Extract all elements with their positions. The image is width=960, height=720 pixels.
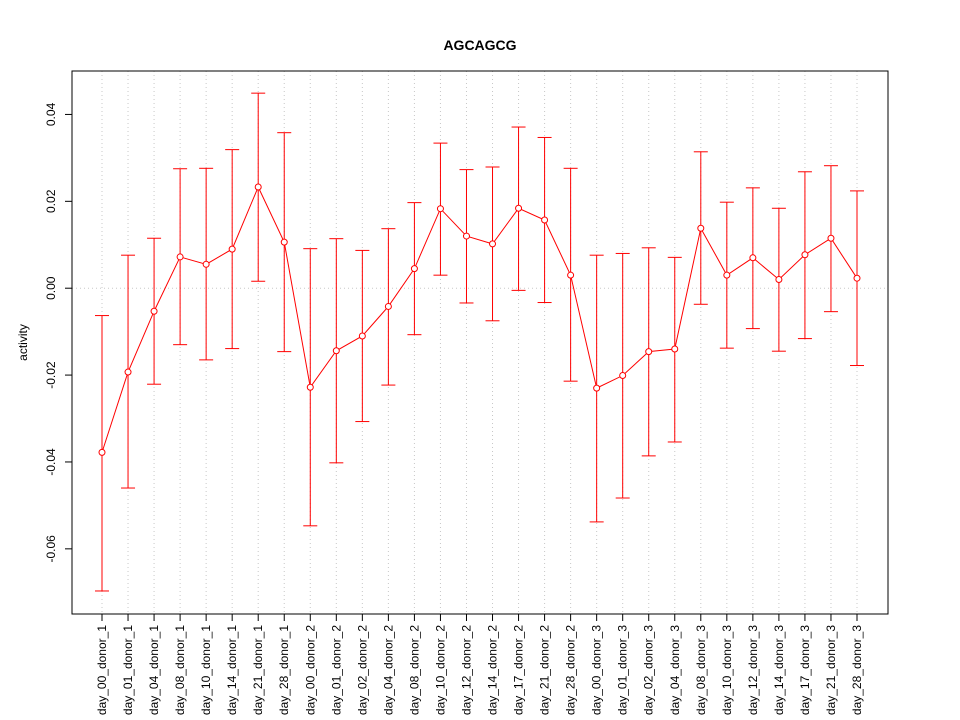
data-point [619, 372, 627, 380]
data-point [749, 254, 757, 262]
data-point [384, 302, 392, 310]
y-tick-label: -0.02 [44, 361, 58, 389]
x-tick-label: day_00_donor_3 [590, 625, 604, 715]
data-point [853, 274, 861, 282]
data-point [489, 240, 497, 248]
x-tick-label: day_28_donor_2 [564, 625, 578, 715]
data-point [436, 205, 444, 213]
data-point [515, 204, 523, 212]
x-tick-label: day_14_donor_3 [772, 625, 786, 715]
data-point [671, 345, 679, 353]
x-tick-label: day_08_donor_1 [173, 625, 187, 715]
y-tick-label: -0.06 [44, 535, 58, 563]
x-tick-label: day_08_donor_3 [694, 625, 708, 715]
x-tick-label: day_04_donor_1 [147, 625, 161, 715]
plot-frame [71, 70, 889, 615]
x-tick-label: day_10_donor_3 [720, 625, 734, 715]
data-point [280, 238, 288, 246]
data-point [306, 383, 314, 391]
x-tick-label: day_12_donor_3 [746, 625, 760, 715]
grid [72, 71, 888, 614]
data-point [410, 265, 418, 273]
data-point [827, 234, 835, 242]
data-point [775, 276, 783, 284]
points [98, 183, 861, 456]
data-point [254, 183, 262, 191]
x-tick-label: day_01_donor_3 [616, 625, 630, 715]
x-tick-label: day_00_donor_2 [303, 625, 317, 715]
y-axis-label: activity [16, 324, 30, 361]
y-tick-label: 0.02 [44, 189, 58, 213]
y-tick-label: -0.04 [44, 448, 58, 476]
y-tick-label: 0.04 [44, 102, 58, 126]
chart-title: AGCAGCG [443, 37, 516, 53]
data-point [697, 224, 705, 232]
y-tick-label: 0.00 [44, 276, 58, 300]
x-tick-label: day_02_donor_2 [355, 625, 369, 715]
y-axis: -0.06 -0.04 -0.02 0.00 0.02 0.04 [44, 102, 72, 563]
data-point [332, 347, 340, 355]
x-tick-label: day_01_donor_1 [121, 625, 135, 715]
x-tick-label: day_21_donor_1 [251, 625, 265, 715]
data-point [124, 368, 132, 376]
x-tick-label: day_14_donor_2 [486, 625, 500, 715]
x-tick-label: day_12_donor_2 [459, 625, 473, 715]
x-axis: day_00_donor_1 day_01_donor_1 day_04_donor… [95, 614, 864, 715]
x-tick-label: day_21_donor_2 [538, 625, 552, 715]
x-tick-label: day_28_donor_1 [277, 625, 291, 715]
data-point [593, 384, 601, 392]
x-tick-label: day_14_donor_1 [225, 625, 239, 715]
data-point [801, 251, 809, 259]
x-tick-label: day_08_donor_2 [407, 625, 421, 715]
data-point [98, 448, 106, 456]
data-point [202, 260, 210, 268]
x-tick-label: day_10_donor_2 [433, 625, 447, 715]
error-bars [95, 92, 864, 592]
series-polyline [101, 185, 858, 453]
x-tick-label: day_21_donor_3 [824, 625, 838, 715]
data-point [150, 307, 158, 315]
data-point [541, 216, 549, 224]
data-point [462, 232, 470, 240]
x-tick-label: day_01_donor_2 [329, 625, 343, 715]
x-tick-label: day_28_donor_3 [850, 625, 864, 715]
x-tick-label: day_10_donor_1 [199, 625, 213, 715]
x-tick-label: day_17_donor_2 [512, 625, 526, 715]
data-point [567, 271, 575, 279]
x-tick-label: day_00_donor_1 [95, 625, 109, 715]
x-tick-label: day_04_donor_2 [381, 625, 395, 715]
data-point [645, 348, 653, 356]
x-tick-label: day_17_donor_3 [798, 625, 812, 715]
data-point [723, 271, 731, 279]
x-tick-label: day_04_donor_3 [668, 625, 682, 715]
series-line [101, 185, 858, 453]
x-tick-label: day_02_donor_3 [642, 625, 656, 715]
data-point [176, 253, 184, 261]
data-point [228, 245, 236, 253]
data-point [358, 332, 366, 340]
